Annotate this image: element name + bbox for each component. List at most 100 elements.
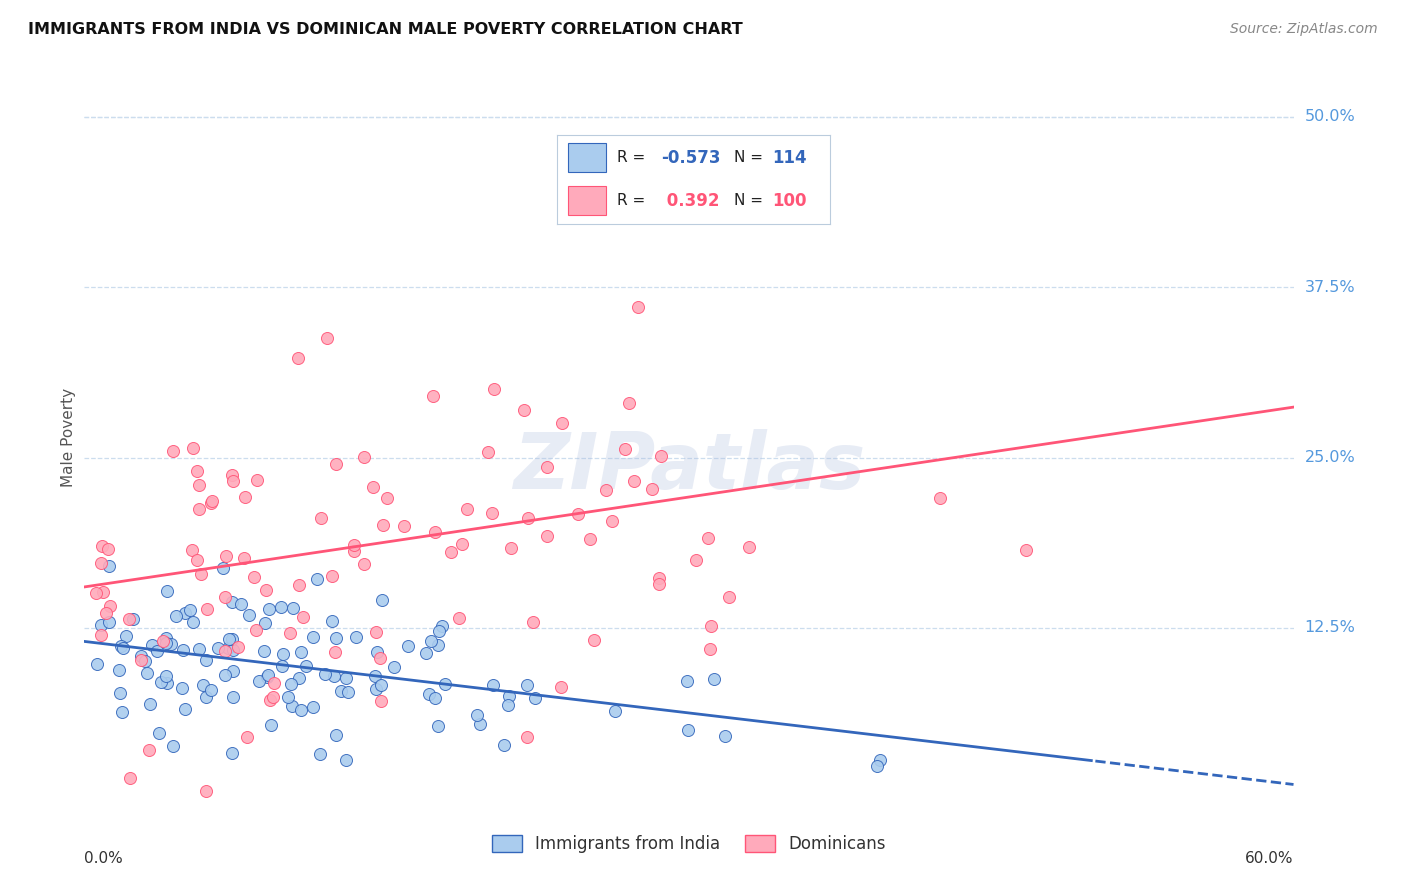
Point — [134, 654, 156, 668]
Point — [254, 582, 277, 597]
Point — [323, 645, 346, 659]
Point — [129, 653, 152, 667]
Point — [215, 549, 238, 563]
Point — [325, 632, 347, 646]
Point — [866, 759, 889, 773]
Point — [523, 691, 546, 706]
Point — [343, 539, 366, 553]
Point — [335, 753, 357, 767]
Y-axis label: Male Poverty: Male Poverty — [60, 387, 76, 487]
Point — [139, 697, 162, 711]
Point — [174, 701, 197, 715]
Point — [484, 383, 506, 397]
Point — [236, 730, 259, 744]
Point — [582, 633, 605, 648]
Point — [550, 680, 572, 694]
Point — [259, 718, 281, 732]
Point — [869, 752, 891, 766]
Point — [329, 683, 352, 698]
Point — [229, 597, 252, 611]
Point — [277, 690, 299, 705]
Point — [97, 542, 120, 557]
Point — [138, 743, 160, 757]
Text: N =: N = — [734, 193, 768, 208]
Point — [522, 615, 544, 629]
Point — [141, 638, 163, 652]
Point — [648, 577, 671, 591]
Point — [321, 614, 343, 628]
Point — [288, 671, 311, 685]
Point — [222, 665, 245, 679]
Point — [314, 666, 336, 681]
Point — [427, 624, 450, 639]
Point — [181, 442, 204, 456]
Point — [426, 719, 449, 733]
Point — [243, 570, 266, 584]
Point — [366, 645, 388, 659]
Point — [737, 540, 759, 554]
Point — [149, 674, 172, 689]
Point — [152, 634, 174, 648]
Point — [86, 657, 108, 671]
Point — [595, 483, 617, 497]
Point — [371, 517, 394, 532]
Point — [696, 532, 718, 546]
Point — [194, 653, 217, 667]
Point — [200, 683, 222, 698]
Point — [418, 687, 440, 701]
Point — [363, 668, 385, 682]
Point — [271, 658, 294, 673]
Point — [257, 668, 280, 682]
Point — [422, 389, 444, 403]
Point — [433, 676, 456, 690]
Point — [394, 519, 416, 533]
Point — [470, 717, 492, 731]
Point — [90, 628, 112, 642]
Point — [325, 457, 347, 471]
Point — [165, 608, 187, 623]
Point — [90, 618, 112, 632]
Point — [567, 508, 589, 522]
Point — [98, 599, 121, 614]
Point — [482, 678, 505, 692]
Point — [148, 726, 170, 740]
Point — [257, 602, 280, 616]
Text: 37.5%: 37.5% — [1305, 280, 1355, 294]
Point — [194, 690, 217, 704]
Point — [579, 532, 602, 546]
Point — [226, 640, 249, 654]
Point — [201, 494, 224, 508]
Point — [97, 615, 120, 630]
Point — [551, 416, 574, 430]
Point — [155, 632, 177, 646]
Point — [155, 584, 177, 599]
Point — [623, 475, 645, 489]
Point — [254, 616, 277, 631]
Point — [207, 641, 229, 656]
Text: R =: R = — [617, 150, 650, 165]
Point — [309, 747, 332, 761]
Point — [430, 619, 453, 633]
Point — [309, 510, 332, 524]
Text: N =: N = — [734, 150, 768, 165]
Point — [155, 636, 177, 650]
Text: 0.392: 0.392 — [661, 192, 718, 210]
Text: ZIPatlas: ZIPatlas — [513, 429, 865, 505]
Text: 25.0%: 25.0% — [1305, 450, 1355, 465]
Point — [699, 642, 721, 657]
Point — [187, 642, 209, 657]
Point — [456, 501, 478, 516]
Point — [648, 571, 671, 585]
Point — [498, 690, 520, 704]
Point — [699, 619, 721, 633]
Point — [346, 630, 368, 644]
Point — [370, 694, 392, 708]
Text: 114: 114 — [772, 149, 807, 167]
Text: R =: R = — [617, 193, 650, 208]
Point — [718, 590, 741, 604]
Point — [321, 568, 343, 582]
Point — [361, 480, 384, 494]
Point — [94, 607, 117, 621]
Point — [450, 537, 472, 551]
Point — [218, 640, 240, 655]
